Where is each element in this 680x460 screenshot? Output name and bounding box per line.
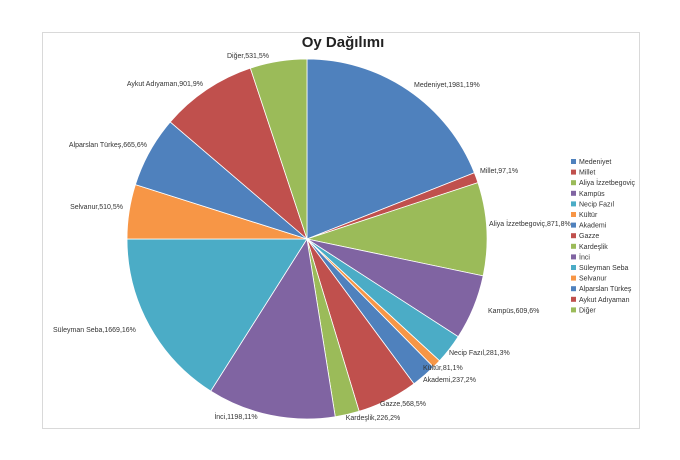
pie-slice-15 <box>249 58 308 240</box>
legend-swatch-4 <box>571 190 576 196</box>
legend-entry-11: Süleyman Seba <box>579 265 629 272</box>
slice-label-1: Medeniyet,1981,19% <box>414 82 480 89</box>
slice-label-12: Selvanur,510,5% <box>70 204 123 211</box>
legend-entry-13: Alparslan Türkeş <box>579 286 632 293</box>
legend-entry-12: Selvanur <box>579 276 607 283</box>
pie-slice-10 <box>210 237 336 420</box>
pie-slice-14 <box>169 67 308 241</box>
legend-entry-7: Akademi <box>579 223 607 230</box>
legend-entry-9: Kardeşlik <box>579 244 608 251</box>
slice-label-4: Kampüs,609,6% <box>488 308 539 315</box>
pie-slice-1 <box>306 58 475 240</box>
slice-label-15: Diğer,531,5% <box>227 53 269 60</box>
legend-swatch-5 <box>571 201 576 207</box>
pie-slices <box>126 58 488 420</box>
legend-swatch-2 <box>571 169 576 175</box>
legend-entry-6: Kültür <box>579 212 598 219</box>
legend-swatch-12 <box>571 275 576 281</box>
legend-swatch-15 <box>571 307 576 313</box>
legend-entry-5: Necip Fazıl <box>579 201 614 208</box>
legend-swatch-1 <box>571 159 576 164</box>
legend-swatch-8 <box>571 233 576 239</box>
slice-label-10: İnci,1198,11% <box>214 412 257 421</box>
pie-chart: Oy Dağılımı Medeniyet,1981,19% Millet,97,… <box>53 34 636 422</box>
slice-labels: Medeniyet,1981,19% Millet,97,1% Aliya İzze… <box>53 53 571 422</box>
legend-swatch-9 <box>571 243 576 249</box>
chart-title: Oy Dağılımı <box>302 34 385 51</box>
legend-swatch-10 <box>571 254 576 260</box>
legend-entry-4: Kampüs <box>579 191 605 198</box>
slice-label-13: Alparslan Türkeş,665,6% <box>69 142 147 149</box>
slice-label-9: Kardeşlik,226,2% <box>346 415 400 422</box>
legend-swatch-6 <box>571 212 576 217</box>
legend-swatch-14 <box>571 296 576 302</box>
legend-entry-1: Medeniyet <box>579 159 611 166</box>
pie-slice-3 <box>305 182 488 277</box>
pie-slice-11 <box>126 238 308 392</box>
legend-swatch-13 <box>571 286 576 292</box>
legend-swatch-3 <box>571 180 576 186</box>
slice-label-5: Necip Fazıl,281,3% <box>449 350 510 357</box>
slice-label-3: Aliya İzzetbegoviç,871,8% <box>489 219 571 228</box>
slice-label-6: Kültür,81,1% <box>423 365 463 372</box>
slice-label-11: Süleyman Seba,1669,16% <box>53 327 136 334</box>
legend-entry-8: Gazze <box>579 233 599 240</box>
legend-entry-2: Millet <box>579 170 595 177</box>
legend-entry-10: İnci <box>579 252 590 261</box>
slice-label-7: Akademi,237,2% <box>423 377 476 384</box>
slice-label-2: Millet,97,1% <box>480 168 518 175</box>
legend-swatch-7 <box>571 222 576 228</box>
legend-entry-14: Aykut Adıyaman <box>579 297 630 304</box>
slice-label-8: Gazze,568,5% <box>380 401 426 408</box>
legend-swatch-11 <box>571 265 576 270</box>
legend-entry-3: Aliya İzzetbegoviç <box>579 178 636 187</box>
slice-label-14: Aykut Adıyaman,901,9% <box>127 81 203 88</box>
chart-frame: Oy Dağılımı Medeniyet,1981,19% Millet,97,… <box>42 32 640 429</box>
legend-entry-15: Diğer <box>579 307 596 314</box>
